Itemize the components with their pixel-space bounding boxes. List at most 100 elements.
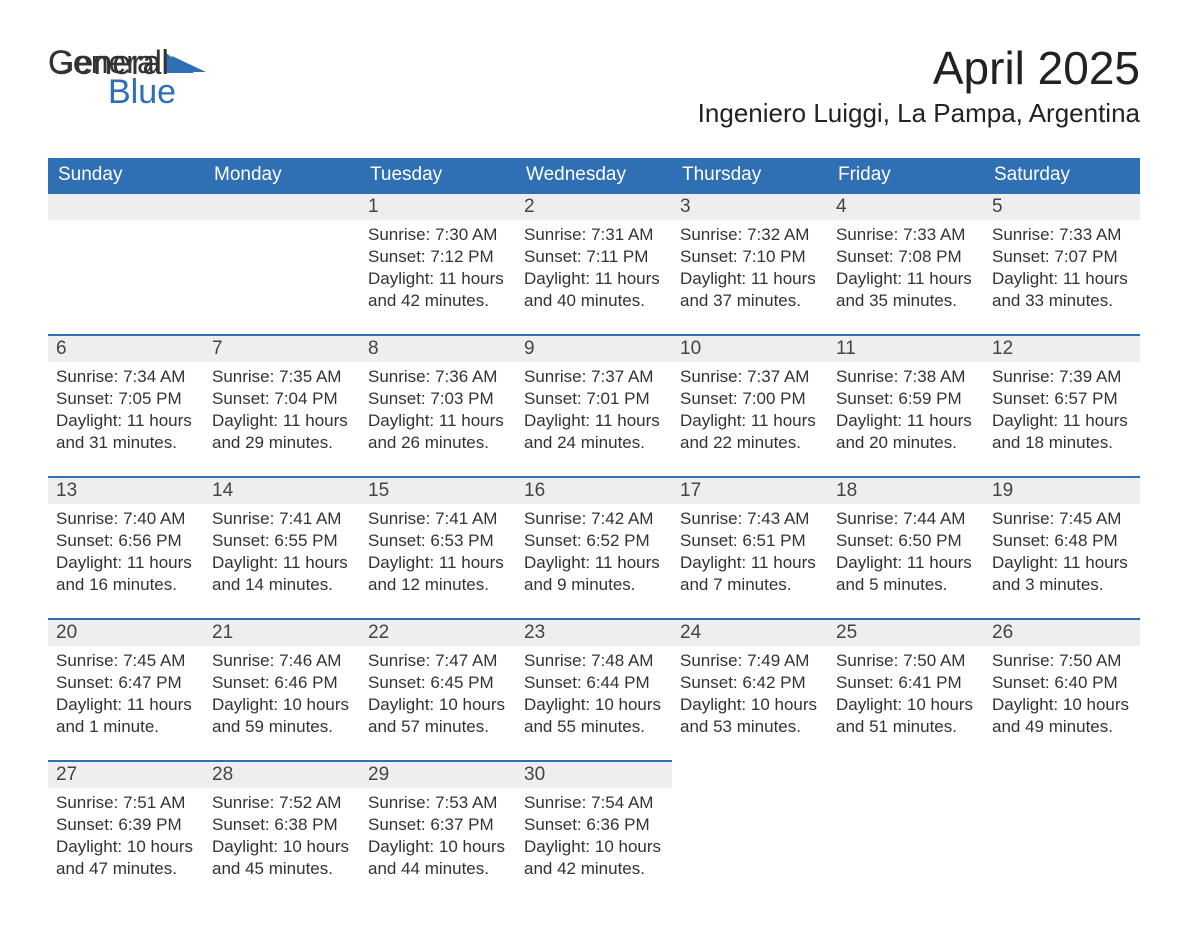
cell-body: Sunrise: 7:39 AMSunset: 6:57 PMDaylight:… bbox=[984, 362, 1140, 459]
calendar-week: 13Sunrise: 7:40 AMSunset: 6:56 PMDayligh… bbox=[48, 476, 1140, 618]
day-number: 20 bbox=[48, 618, 204, 646]
calendar-cell: 2Sunrise: 7:31 AMSunset: 7:11 PMDaylight… bbox=[516, 192, 672, 334]
day-number: 18 bbox=[828, 476, 984, 504]
calendar-cell: 18Sunrise: 7:44 AMSunset: 6:50 PMDayligh… bbox=[828, 476, 984, 618]
sunrise-text: Sunrise: 7:38 AM bbox=[836, 366, 976, 388]
daylight-text: Daylight: 11 hours and 18 minutes. bbox=[992, 410, 1132, 454]
day-header: Thursday bbox=[672, 158, 828, 192]
daylight-text: Daylight: 10 hours and 47 minutes. bbox=[56, 836, 196, 880]
sunrise-text: Sunrise: 7:50 AM bbox=[836, 650, 976, 672]
daylight-text: Daylight: 11 hours and 42 minutes. bbox=[368, 268, 508, 312]
calendar-cell: 22Sunrise: 7:47 AMSunset: 6:45 PMDayligh… bbox=[360, 618, 516, 760]
calendar-cell: 17Sunrise: 7:43 AMSunset: 6:51 PMDayligh… bbox=[672, 476, 828, 618]
sunrise-text: Sunrise: 7:33 AM bbox=[992, 224, 1132, 246]
calendar-cell: 1Sunrise: 7:30 AMSunset: 7:12 PMDaylight… bbox=[360, 192, 516, 334]
cell-body: Sunrise: 7:46 AMSunset: 6:46 PMDaylight:… bbox=[204, 646, 360, 743]
calendar-table: SundayMondayTuesdayWednesdayThursdayFrid… bbox=[48, 158, 1140, 902]
calendar-cell: 28Sunrise: 7:52 AMSunset: 6:38 PMDayligh… bbox=[204, 760, 360, 902]
day-header: Wednesday bbox=[516, 158, 672, 192]
cell-body: Sunrise: 7:45 AMSunset: 6:47 PMDaylight:… bbox=[48, 646, 204, 743]
daylight-text: Daylight: 11 hours and 20 minutes. bbox=[836, 410, 976, 454]
logo-part2: Blue bbox=[108, 73, 206, 112]
day-number: 5 bbox=[984, 192, 1140, 220]
cell-body bbox=[48, 220, 204, 230]
sunset-text: Sunset: 7:07 PM bbox=[992, 246, 1132, 268]
sunrise-text: Sunrise: 7:46 AM bbox=[212, 650, 352, 672]
day-number: 14 bbox=[204, 476, 360, 504]
sunrise-text: Sunrise: 7:44 AM bbox=[836, 508, 976, 530]
sunrise-text: Sunrise: 7:48 AM bbox=[524, 650, 664, 672]
calendar-cell: 6Sunrise: 7:34 AMSunset: 7:05 PMDaylight… bbox=[48, 334, 204, 476]
sunrise-text: Sunrise: 7:31 AM bbox=[524, 224, 664, 246]
daylight-text: Daylight: 11 hours and 40 minutes. bbox=[524, 268, 664, 312]
day-number: 28 bbox=[204, 760, 360, 788]
calendar-cell: 4Sunrise: 7:33 AMSunset: 7:08 PMDaylight… bbox=[828, 192, 984, 334]
calendar-cell bbox=[828, 760, 984, 902]
calendar-cell: 21Sunrise: 7:46 AMSunset: 6:46 PMDayligh… bbox=[204, 618, 360, 760]
day-number bbox=[204, 192, 360, 220]
daylight-text: Daylight: 11 hours and 14 minutes. bbox=[212, 552, 352, 596]
sunset-text: Sunset: 6:41 PM bbox=[836, 672, 976, 694]
sunset-text: Sunset: 6:46 PM bbox=[212, 672, 352, 694]
daylight-text: Daylight: 11 hours and 35 minutes. bbox=[836, 268, 976, 312]
calendar-page: General April 2025 Ingeniero Luiggi, La … bbox=[0, 0, 1188, 932]
sunset-text: Sunset: 6:55 PM bbox=[212, 530, 352, 552]
sunset-text: Sunset: 7:00 PM bbox=[680, 388, 820, 410]
sunset-text: Sunset: 7:11 PM bbox=[524, 246, 664, 268]
sunrise-text: Sunrise: 7:39 AM bbox=[992, 366, 1132, 388]
sunrise-text: Sunrise: 7:47 AM bbox=[368, 650, 508, 672]
sunrise-text: Sunrise: 7:33 AM bbox=[836, 224, 976, 246]
cell-body: Sunrise: 7:37 AMSunset: 7:00 PMDaylight:… bbox=[672, 362, 828, 459]
day-number: 13 bbox=[48, 476, 204, 504]
day-number: 22 bbox=[360, 618, 516, 646]
sunset-text: Sunset: 7:12 PM bbox=[368, 246, 508, 268]
sunrise-text: Sunrise: 7:35 AM bbox=[212, 366, 352, 388]
daylight-text: Daylight: 10 hours and 45 minutes. bbox=[212, 836, 352, 880]
calendar-cell bbox=[672, 760, 828, 902]
location-label: Ingeniero Luiggi, La Pampa, Argentina bbox=[698, 98, 1140, 129]
cell-body: Sunrise: 7:37 AMSunset: 7:01 PMDaylight:… bbox=[516, 362, 672, 459]
cell-body: Sunrise: 7:40 AMSunset: 6:56 PMDaylight:… bbox=[48, 504, 204, 601]
logo-triangle-icon-2 bbox=[172, 54, 206, 77]
sunrise-text: Sunrise: 7:53 AM bbox=[368, 792, 508, 814]
cell-body bbox=[672, 786, 828, 796]
sunset-text: Sunset: 7:05 PM bbox=[56, 388, 196, 410]
daylight-text: Daylight: 11 hours and 33 minutes. bbox=[992, 268, 1132, 312]
day-number: 29 bbox=[360, 760, 516, 788]
daylight-text: Daylight: 11 hours and 26 minutes. bbox=[368, 410, 508, 454]
sunset-text: Sunset: 6:37 PM bbox=[368, 814, 508, 836]
sunrise-text: Sunrise: 7:40 AM bbox=[56, 508, 196, 530]
cell-body: Sunrise: 7:33 AMSunset: 7:08 PMDaylight:… bbox=[828, 220, 984, 317]
cell-body: Sunrise: 7:50 AMSunset: 6:41 PMDaylight:… bbox=[828, 646, 984, 743]
day-header-row: SundayMondayTuesdayWednesdayThursdayFrid… bbox=[48, 158, 1140, 192]
calendar-head: SundayMondayTuesdayWednesdayThursdayFrid… bbox=[48, 158, 1140, 192]
sunset-text: Sunset: 6:36 PM bbox=[524, 814, 664, 836]
day-header: Monday bbox=[204, 158, 360, 192]
cell-body: Sunrise: 7:41 AMSunset: 6:55 PMDaylight:… bbox=[204, 504, 360, 601]
cell-body: Sunrise: 7:34 AMSunset: 7:05 PMDaylight:… bbox=[48, 362, 204, 459]
day-number: 16 bbox=[516, 476, 672, 504]
daylight-text: Daylight: 10 hours and 53 minutes. bbox=[680, 694, 820, 738]
day-number: 11 bbox=[828, 334, 984, 362]
calendar-week: 6Sunrise: 7:34 AMSunset: 7:05 PMDaylight… bbox=[48, 334, 1140, 476]
sunrise-text: Sunrise: 7:42 AM bbox=[524, 508, 664, 530]
cell-body bbox=[828, 786, 984, 796]
daylight-text: Daylight: 11 hours and 37 minutes. bbox=[680, 268, 820, 312]
calendar-cell: 20Sunrise: 7:45 AMSunset: 6:47 PMDayligh… bbox=[48, 618, 204, 760]
cell-body: Sunrise: 7:53 AMSunset: 6:37 PMDaylight:… bbox=[360, 788, 516, 885]
calendar-cell: 15Sunrise: 7:41 AMSunset: 6:53 PMDayligh… bbox=[360, 476, 516, 618]
sunrise-text: Sunrise: 7:37 AM bbox=[680, 366, 820, 388]
sunset-text: Sunset: 6:50 PM bbox=[836, 530, 976, 552]
daylight-text: Daylight: 11 hours and 22 minutes. bbox=[680, 410, 820, 454]
sunrise-text: Sunrise: 7:41 AM bbox=[212, 508, 352, 530]
daylight-text: Daylight: 10 hours and 49 minutes. bbox=[992, 694, 1132, 738]
day-header: Friday bbox=[828, 158, 984, 192]
calendar-cell bbox=[48, 192, 204, 334]
calendar-cell: 24Sunrise: 7:49 AMSunset: 6:42 PMDayligh… bbox=[672, 618, 828, 760]
sunrise-text: Sunrise: 7:50 AM bbox=[992, 650, 1132, 672]
calendar-cell bbox=[204, 192, 360, 334]
day-number: 9 bbox=[516, 334, 672, 362]
cell-body: Sunrise: 7:41 AMSunset: 6:53 PMDaylight:… bbox=[360, 504, 516, 601]
daylight-text: Daylight: 11 hours and 7 minutes. bbox=[680, 552, 820, 596]
sunset-text: Sunset: 6:40 PM bbox=[992, 672, 1132, 694]
